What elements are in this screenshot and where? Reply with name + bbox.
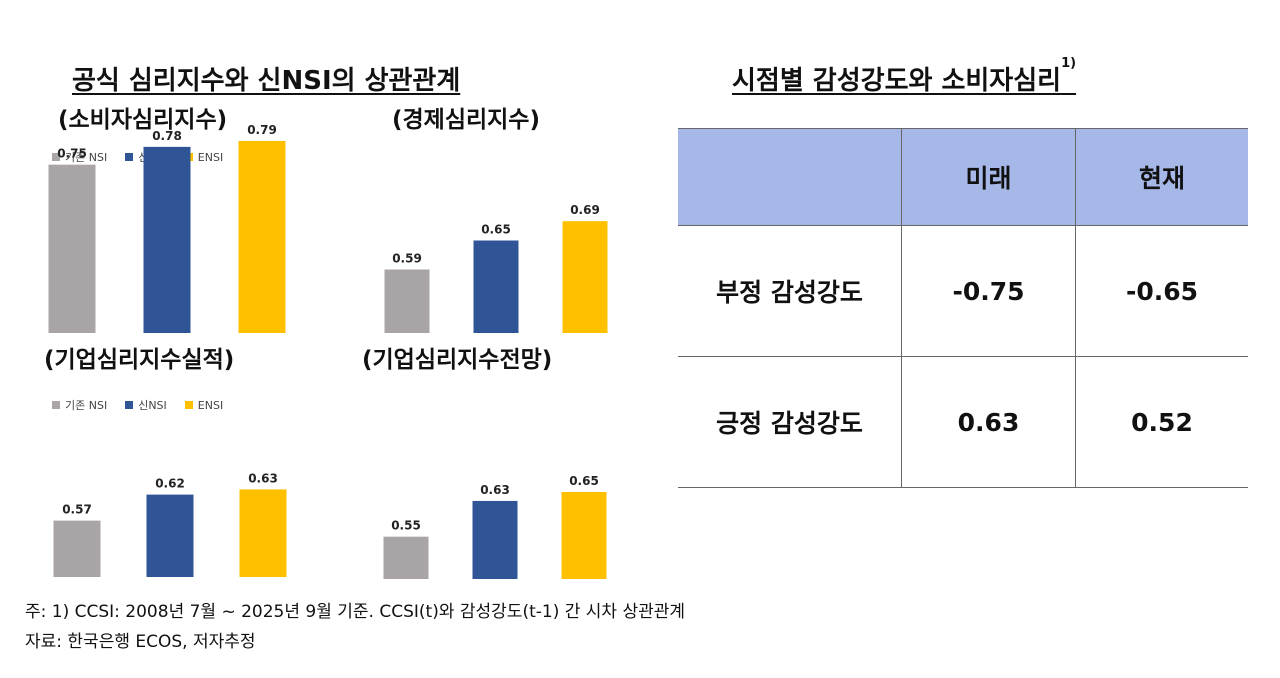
bar-legacy — [48, 164, 96, 333]
value-label-new: 0.65 — [481, 223, 511, 237]
value-label-ensi: 0.69 — [570, 203, 600, 217]
bar-ensi — [561, 492, 607, 579]
chart-title-business-actual: (기업심리지수실적) — [44, 347, 235, 373]
table-header-future: 미래 — [901, 128, 1076, 226]
bar-legacy — [53, 520, 101, 577]
value-label-ensi: 0.79 — [247, 123, 277, 137]
cell-future: 0.63 — [901, 356, 1076, 488]
legend-swatch-legacy — [52, 153, 60, 161]
bar-legacy — [384, 269, 430, 333]
legend-swatch-new — [125, 153, 134, 161]
bar-chart-business-actual: 0.57 0.62 0.63 — [53, 471, 287, 577]
bar-new — [143, 146, 191, 333]
legend-item-legacy: 기존 NSI — [52, 397, 107, 413]
legend-label-ensi: ENSI — [197, 150, 224, 164]
value-label-legacy: 0.75 — [57, 147, 87, 161]
legend-item-legacy: 기존 NSI — [52, 149, 107, 165]
bar-new — [473, 240, 519, 333]
left-title: 공식 심리지수와 신NSI의 상관관계 — [72, 66, 461, 96]
right-title-footnote-mark: 1) — [1061, 56, 1077, 71]
sentiment-table: 미래 현재 부정 감성강도 -0.75 -0.65 긍정 감성강도 0.63 0… — [678, 128, 1248, 488]
value-label-legacy: 0.59 — [392, 252, 422, 266]
source-note: 자료: 한국은행 ECOS, 저자추정 — [25, 632, 256, 652]
legend-swatch-ensi — [184, 401, 193, 409]
right-title-text: 시점별 감성강도와 소비자심리 — [732, 66, 1062, 96]
legend-label-legacy: 기존 NSI — [65, 399, 108, 412]
right-title: 시점별 감성강도와 소비자심리1) — [732, 56, 1076, 97]
value-label-new: 0.62 — [155, 477, 185, 491]
bar-ensi — [239, 489, 287, 577]
cell-present: -0.65 — [1075, 225, 1248, 357]
legend-swatch-legacy — [52, 401, 60, 409]
legend-label-legacy: 기존 NSI — [65, 151, 108, 164]
table-header-empty — [678, 128, 902, 226]
row-label: 긍정 감성강도 — [678, 356, 902, 488]
value-label-new: 0.78 — [152, 129, 182, 143]
table-header-row: 미래 현재 — [678, 128, 1248, 226]
bar-new — [146, 494, 194, 577]
bar-new — [472, 500, 518, 579]
bar-ensi — [562, 221, 608, 333]
legend-label-ensi: ENSI — [197, 398, 224, 412]
value-label-legacy: 0.57 — [62, 503, 92, 517]
legend-item-new: 신NSI — [125, 397, 167, 413]
bar-legacy — [383, 536, 429, 579]
table-row: 부정 감성강도 -0.75 -0.65 — [678, 225, 1248, 357]
legend-item-ensi: ENSI — [184, 150, 224, 164]
bar-chart-consumer: 0.75 0.78 0.79 — [48, 123, 286, 333]
bar-ensi — [238, 140, 286, 333]
bar-chart-economic: 0.59 0.65 0.69 — [384, 203, 608, 333]
chart-title-economic: (경제심리지수) — [392, 107, 540, 133]
chart-title-consumer: (소비자심리지수) — [58, 107, 228, 133]
value-label-ensi: 0.63 — [248, 471, 278, 485]
legend-bottom: 기존 NSI 신NSI ENSI — [52, 397, 223, 413]
footnote: 주: 1) CCSI: 2008년 7월 ~ 2025년 9월 기준. CCSI… — [25, 602, 686, 622]
value-label-new: 0.63 — [480, 483, 510, 497]
legend-swatch-new — [125, 401, 134, 409]
cell-future: -0.75 — [901, 225, 1076, 357]
bar-chart-business-outlook: 0.55 0.63 0.65 — [383, 474, 607, 579]
value-label-ensi: 0.65 — [569, 474, 599, 488]
value-label-legacy: 0.55 — [391, 519, 421, 533]
table-row: 긍정 감성강도 0.63 0.52 — [678, 356, 1248, 488]
row-label: 부정 감성강도 — [678, 225, 902, 357]
legend-label-new: 신NSI — [138, 399, 167, 412]
table-header-present: 현재 — [1075, 128, 1248, 226]
cell-present: 0.52 — [1075, 356, 1248, 488]
chart-title-business-outlook: (기업심리지수전망) — [362, 347, 553, 373]
legend-item-ensi: ENSI — [184, 398, 224, 412]
